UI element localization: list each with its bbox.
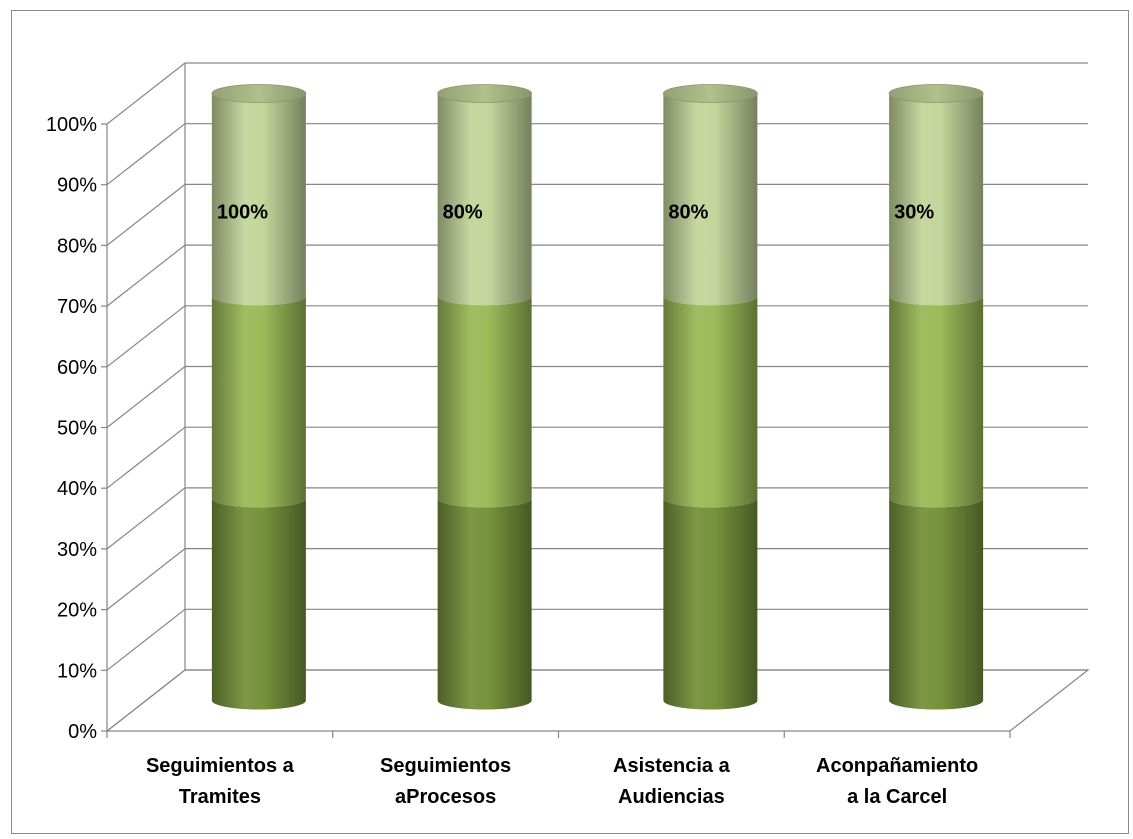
bar-stack xyxy=(211,84,307,710)
bar-segment xyxy=(437,498,532,710)
y-tick-label: 40% xyxy=(57,478,97,500)
gridline-side xyxy=(106,669,186,732)
bar-segment xyxy=(889,296,984,508)
data-label: 80% xyxy=(668,201,708,223)
gridline-side xyxy=(106,62,186,125)
data-label: 100% xyxy=(217,201,268,223)
y-tick-label: 50% xyxy=(57,418,97,440)
y-tick-label: 10% xyxy=(57,660,97,682)
y-tick-label: 80% xyxy=(57,235,97,257)
gridline-side xyxy=(106,608,186,671)
category-label: aProcesos xyxy=(395,786,496,808)
axes xyxy=(101,63,1011,738)
category-label: Asistencia a xyxy=(613,755,731,777)
bar-stack xyxy=(662,84,758,710)
bar-segment xyxy=(437,296,532,508)
bar-segment xyxy=(437,93,532,306)
gridline-side xyxy=(106,366,186,428)
bars xyxy=(211,84,984,710)
bar-segment xyxy=(211,296,306,508)
category-label: Seguimientos a xyxy=(146,755,295,777)
category-labels: Seguimientos a Tramites Seguimientos aProce… xyxy=(146,755,978,808)
y-tick-label: 90% xyxy=(57,175,97,197)
bar-top xyxy=(888,84,984,103)
y-tick-label: 20% xyxy=(57,600,97,622)
bar-segment xyxy=(663,498,758,710)
gridline-side xyxy=(106,123,186,186)
category-label: Audiencias xyxy=(618,786,725,808)
y-tick-label: 100% xyxy=(46,114,97,136)
bar-segment xyxy=(889,93,984,306)
data-label: 30% xyxy=(894,201,934,223)
bar-top xyxy=(662,84,758,103)
y-tick-label: 0% xyxy=(68,721,97,743)
y-tick-label: 30% xyxy=(57,539,97,561)
gridline-side xyxy=(106,305,186,368)
bar-stack xyxy=(437,84,533,710)
data-labels: 100% 80% 80% 30% xyxy=(217,201,934,223)
bar-segment xyxy=(211,498,306,710)
gridline-side xyxy=(106,426,186,489)
gridline-side xyxy=(106,183,186,246)
bar-stack xyxy=(888,84,984,710)
bar-segment xyxy=(663,93,758,306)
data-label: 80% xyxy=(443,201,483,223)
y-axis-tick-labels: 0% 10% 20% 30% 40% 50% 60% 70% 80% 90% 100% xyxy=(46,114,97,743)
gridline-side xyxy=(106,548,186,611)
gridline-side xyxy=(106,244,186,307)
bar-top xyxy=(437,84,533,103)
bar-segment xyxy=(889,498,984,710)
bar-segment xyxy=(663,296,758,508)
y-tick-label: 70% xyxy=(57,296,97,318)
gridline-side xyxy=(106,487,186,550)
category-label: Seguimientos xyxy=(380,755,511,777)
category-label: a la Carcel xyxy=(847,786,947,808)
bar-segment xyxy=(211,93,306,306)
bar-top xyxy=(211,84,307,103)
category-label: Aconpañamiento xyxy=(816,755,978,777)
category-label: Tramites xyxy=(179,786,261,808)
y-tick-label: 60% xyxy=(57,357,97,379)
